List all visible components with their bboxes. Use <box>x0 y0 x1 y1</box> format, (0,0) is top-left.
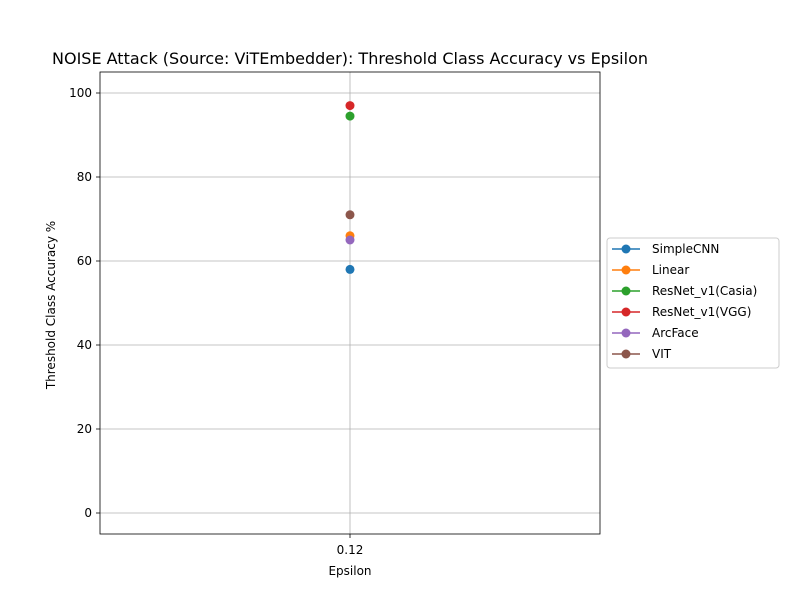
legend-swatch-marker <box>621 286 631 296</box>
data-point <box>345 235 355 245</box>
legend-label: SimpleCNN <box>652 242 719 256</box>
series-resnet-v1-casia- <box>345 111 355 121</box>
legend-swatch-marker <box>621 244 631 254</box>
y-tick-label: 40 <box>77 338 92 352</box>
legend-swatch-marker <box>621 328 631 338</box>
tick-labels: 0 20 40 60 80 100 0.12 <box>69 86 363 557</box>
plot-frame <box>99 71 601 535</box>
legend-swatch-marker <box>621 265 631 275</box>
legend-label: ResNet_v1(VGG) <box>652 305 751 319</box>
y-tick-label: 80 <box>77 170 92 184</box>
legend-label: ArcFace <box>652 326 699 340</box>
legend: SimpleCNN Linear ResNet_v1(Casia) ResNet_v1… <box>606 237 780 369</box>
chart-title: NOISE Attack (Source: ViTEmbedder): Thre… <box>52 49 648 68</box>
series-vit <box>345 210 355 220</box>
grid-lines <box>100 72 600 534</box>
series-arcface <box>345 235 355 245</box>
data-point <box>345 264 355 274</box>
legend-label: Linear <box>652 263 689 277</box>
legend-swatch-marker <box>621 349 631 359</box>
legend-frame <box>606 237 780 369</box>
y-tick-label: 100 <box>69 86 92 100</box>
legend-item: ArcFace <box>612 326 699 340</box>
x-axis-label: Epsilon <box>328 564 371 578</box>
data-point <box>345 111 355 121</box>
legend-swatch-marker <box>621 307 631 317</box>
data-point <box>345 101 355 111</box>
legend-label: ResNet_v1(Casia) <box>652 284 757 298</box>
series-simplecnn <box>345 264 355 274</box>
legend-items: SimpleCNN Linear ResNet_v1(Casia) ResNet_v1… <box>612 242 757 361</box>
legend-item: VIT <box>612 347 672 361</box>
legend-item: SimpleCNN <box>612 242 719 256</box>
series-resnet-v1-vgg- <box>345 101 355 111</box>
y-tick-label: 60 <box>77 254 92 268</box>
y-axis-label: Threshold Class Accuracy % <box>44 221 58 390</box>
data-point <box>345 210 355 220</box>
legend-label: VIT <box>652 347 672 361</box>
legend-item: ResNet_v1(VGG) <box>612 305 751 319</box>
y-tick-label: 20 <box>77 422 92 436</box>
legend-item: Linear <box>612 263 689 277</box>
legend-item: ResNet_v1(Casia) <box>612 284 757 298</box>
x-tick-label: 0.12 <box>337 543 364 557</box>
y-tick-label: 0 <box>84 506 92 520</box>
data-series <box>345 101 355 274</box>
axes <box>96 71 601 538</box>
